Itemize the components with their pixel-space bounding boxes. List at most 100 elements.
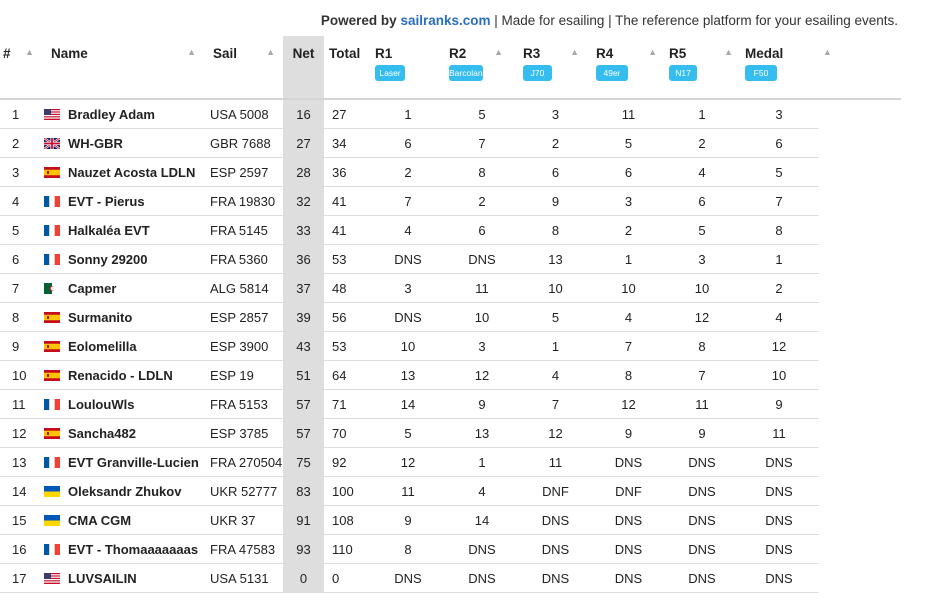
sailor-name[interactable]: Oleksandr Zhukov [68,483,182,499]
table-row[interactable]: 5 Halkaléa EVT FRA 5145 33 41 4 6 8 2 5 … [0,215,901,245]
sailor-name[interactable]: CMA CGM [68,512,132,528]
col-net-label: Net [292,46,315,61]
name-cell[interactable]: Renacido - LDLN [44,360,208,390]
sailor-name[interactable]: Nauzet Acosta LDLN [68,164,196,180]
name-cell[interactable]: EVT - Pierus [44,186,208,216]
name-cell[interactable]: WH-GBR [44,128,208,158]
col-net-header[interactable]: Net [283,36,324,100]
net-cell: 57 [283,418,324,448]
race-cell: DNS [371,563,445,593]
sailor-name[interactable]: Surmanito [68,309,133,325]
us-flag-icon [44,572,60,584]
name-cell[interactable]: Nauzet Acosta LDLN [44,157,208,187]
name-cell[interactable]: Sonny 29200 [44,244,208,274]
col-sail-header[interactable]: Sail ▲ [208,36,283,100]
name-cell[interactable]: Surmanito [44,302,208,332]
name-cell[interactable]: Eolomelilla [44,331,208,361]
table-row[interactable]: 17 LUVSAILIN USA 5131 0 0 DNS DNS DNS DN… [0,563,901,593]
table-row[interactable]: 3 Nauzet Acosta LDLN ESP 2597 28 36 2 8 … [0,157,901,187]
name-cell[interactable]: Bradley Adam [44,99,208,129]
name-cell[interactable]: EVT Granville-Lucien [44,447,208,477]
sailor-name[interactable]: EVT - Thomaaaaaaas [68,541,199,557]
race-cell: 6 [371,128,445,158]
powered-label: Powered by [320,13,397,28]
sail-cell: ESP 2857 [208,302,283,332]
sailor-name[interactable]: Renacido - LDLN [68,367,173,383]
col-extra-header[interactable]: ▲ [819,36,901,100]
medal-cell: DNS [739,505,819,535]
sort-arrow-icon[interactable]: ▲ [494,47,503,57]
table-row[interactable]: 12 Sancha482 ESP 3785 57 70 5 13 12 9 9 … [0,418,901,448]
race-cell: 12 [371,447,445,477]
table-row[interactable]: 15 CMA CGM UKR 37 91 108 9 14 DNS DNS DN… [0,505,901,535]
col-medal-header[interactable]: Medal F50 [739,36,819,100]
sort-arrow-icon[interactable]: ▲ [187,47,196,57]
sailranks-link[interactable]: sailranks.com [400,13,491,28]
sailor-name[interactable]: EVT - Pierus [68,193,145,209]
total-cell: 27 [324,99,371,129]
rank-cell: 7 [0,273,44,303]
col-total-header[interactable]: Total [324,36,371,100]
total-cell: 53 [324,244,371,274]
col-r1-header[interactable]: R1 Laser [371,36,445,100]
sort-arrow-icon[interactable]: ▲ [266,47,275,57]
sailor-name[interactable]: Sonny 29200 [68,251,148,267]
race-cell: 3 [592,186,665,216]
sailor-name[interactable]: Capmer [68,280,117,296]
race-cell: DNF [592,476,665,506]
race-cell: 3 [371,273,445,303]
sort-arrow-icon[interactable]: ▲ [570,47,579,57]
col-r4-header[interactable]: R4 49er ▲ [592,36,665,100]
sailor-name[interactable]: LUVSAILIN [68,570,137,586]
name-cell[interactable]: EVT - Thomaaaaaaas [44,534,208,564]
table-row[interactable]: 13 EVT Granville-Lucien FRA 270504 75 92… [0,447,901,477]
sailor-name[interactable]: EVT Granville-Lucien [68,454,199,470]
race-cell: 1 [519,331,592,361]
race-cell: 12 [665,302,739,332]
name-cell[interactable]: Halkaléa EVT [44,215,208,245]
name-cell[interactable]: LoulouWls [44,389,208,419]
medal-cell: 7 [739,186,819,216]
name-cell[interactable]: Sancha482 [44,418,208,448]
sort-arrow-icon[interactable]: ▲ [724,47,733,57]
race-cell: 7 [445,128,519,158]
table-row[interactable]: 1 Bradley Adam USA 5008 16 27 1 5 3 11 1… [0,99,901,129]
sailor-name[interactable]: LoulouWls [68,396,135,412]
sail-cell: ESP 3900 [208,331,283,361]
table-row[interactable]: 11 LoulouWls FRA 5153 57 71 14 9 7 12 11… [0,389,901,419]
table-row[interactable]: 9 Eolomelilla ESP 3900 43 53 10 3 1 7 8 … [0,331,901,361]
col-r3-header[interactable]: R3 J70 ▲ [519,36,592,100]
race-cell: 3 [665,244,739,274]
sailor-name[interactable]: Sancha482 [68,425,136,441]
sailor-name[interactable]: WH-GBR [68,135,123,151]
sort-arrow-icon[interactable]: ▲ [25,47,34,57]
sort-arrow-icon[interactable]: ▲ [823,47,832,57]
col-rank-header[interactable]: # ▲ [0,36,44,100]
name-cell[interactable]: Capmer [44,273,208,303]
table-row[interactable]: 16 EVT - Thomaaaaaaas FRA 47583 93 110 8… [0,534,901,564]
race-cell: 4 [445,476,519,506]
name-cell[interactable]: Oleksandr Zhukov [44,476,208,506]
table-row[interactable]: 2 WH-GBR GBR 7688 27 34 6 7 2 5 2 6 [0,128,901,158]
col-name-label: Name [51,46,88,61]
sailor-name[interactable]: Bradley Adam [68,106,155,122]
table-row[interactable]: 7 Capmer ALG 5814 37 48 3 11 10 10 10 2 [0,273,901,303]
table-row[interactable]: 6 Sonny 29200 FRA 5360 36 53 DNS DNS 13 … [0,244,901,274]
medal-cell: DNS [739,476,819,506]
col-r5-header[interactable]: R5 N17 ▲ [665,36,739,100]
col-name-header[interactable]: Name ▲ [44,36,208,100]
total-cell: 48 [324,273,371,303]
table-row[interactable]: 8 Surmanito ESP 2857 39 56 DNS 10 5 4 12… [0,302,901,332]
table-row[interactable]: 14 Oleksandr Zhukov UKR 52777 83 100 11 … [0,476,901,506]
name-cell[interactable]: CMA CGM [44,505,208,535]
table-row[interactable]: 4 EVT - Pierus FRA 19830 32 41 7 2 9 3 6… [0,186,901,216]
sort-arrow-icon[interactable]: ▲ [648,47,657,57]
race-cell: 13 [371,360,445,390]
name-cell[interactable]: LUVSAILIN [44,563,208,593]
medal-cell: 12 [739,331,819,361]
sailor-name[interactable]: Eolomelilla [68,338,137,354]
table-row[interactable]: 10 Renacido - LDLN ESP 19 51 64 13 12 4 … [0,360,901,390]
race-cell: 6 [519,157,592,187]
sailor-name[interactable]: Halkaléa EVT [68,222,150,238]
col-r2-header[interactable]: R2 Barcolana ▲ [445,36,519,100]
